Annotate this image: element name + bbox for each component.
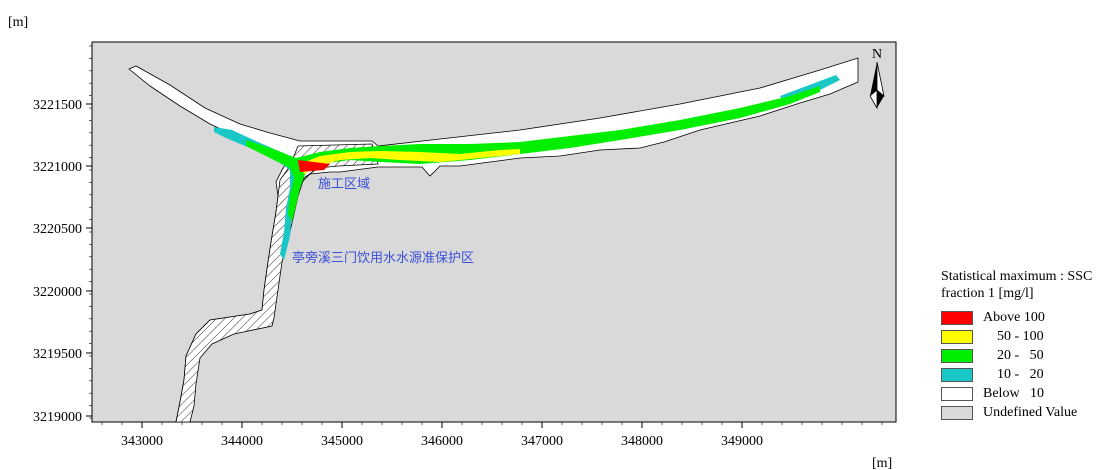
legend-item: Below 10 — [941, 384, 1115, 403]
legend-title-line1: Statistical maximum : SSC — [941, 269, 1093, 284]
legend-item: 50 - 100 — [941, 327, 1115, 346]
y-axis: 3221500 3221000 3220500 3220000 3219500 32190… — [33, 45, 92, 425]
x-tick-label: 347000 — [521, 434, 563, 449]
legend-label: 10 - 20 — [983, 366, 1044, 382]
legend-swatch — [941, 405, 973, 420]
y-tick-label: 3221000 — [33, 160, 82, 175]
y-tick-label: 3219000 — [33, 410, 82, 425]
construction-area-label: 施工区域 — [318, 177, 370, 192]
legend-item: Above 100 — [941, 308, 1115, 327]
protection-zone-label: 亭旁溪三门饮用水水源准保护区 — [292, 250, 474, 266]
x-tick-label: 349000 — [721, 434, 763, 449]
legend-label: Above 100 — [983, 309, 1045, 325]
x-axis: 343000 344000 345000 346000 347000 348000 3490… — [101, 422, 883, 449]
legend-label: 20 - 50 — [983, 347, 1044, 363]
y-tick-label: 3221500 — [33, 98, 82, 113]
legend-item: Undefined Value — [941, 403, 1115, 422]
x-tick-label: 346000 — [421, 434, 463, 449]
protection-zone-area — [175, 143, 379, 423]
x-tick-label: 344000 — [221, 434, 263, 449]
x-unit-label: [m] — [872, 456, 892, 470]
x-tick-label: 343000 — [121, 434, 163, 449]
north-arrow-icon: N — [869, 47, 885, 110]
legend-item: 20 - 50 — [941, 346, 1115, 365]
legend-swatch — [941, 348, 973, 363]
x-tick-label: 348000 — [621, 434, 663, 449]
legend-swatch — [941, 367, 973, 382]
legend: Statistical maximum : SSC fraction 1 [mg… — [941, 268, 1115, 422]
ssc-above-100-region — [298, 160, 330, 172]
y-tick-label: 3220000 — [33, 285, 82, 300]
legend-swatch — [941, 329, 973, 344]
legend-items: Above 100 50 - 100 20 - 50 10 - 20 Below … — [941, 308, 1115, 422]
legend-title-line2: fraction 1 [mg/l] — [941, 286, 1034, 301]
ssc-50-100-region — [300, 149, 520, 174]
y-tick-label: 3220500 — [33, 222, 82, 237]
x-tick-label: 345000 — [321, 434, 363, 449]
legend-item: 10 - 20 — [941, 365, 1115, 384]
legend-swatch — [941, 310, 973, 325]
north-label: N — [872, 47, 882, 62]
legend-label: Undefined Value — [983, 404, 1078, 420]
legend-label: 50 - 100 — [983, 328, 1044, 344]
legend-label: Below 10 — [983, 385, 1045, 401]
y-unit-label: [m] — [8, 15, 28, 30]
legend-swatch — [941, 386, 973, 401]
y-tick-label: 3219500 — [33, 347, 82, 362]
